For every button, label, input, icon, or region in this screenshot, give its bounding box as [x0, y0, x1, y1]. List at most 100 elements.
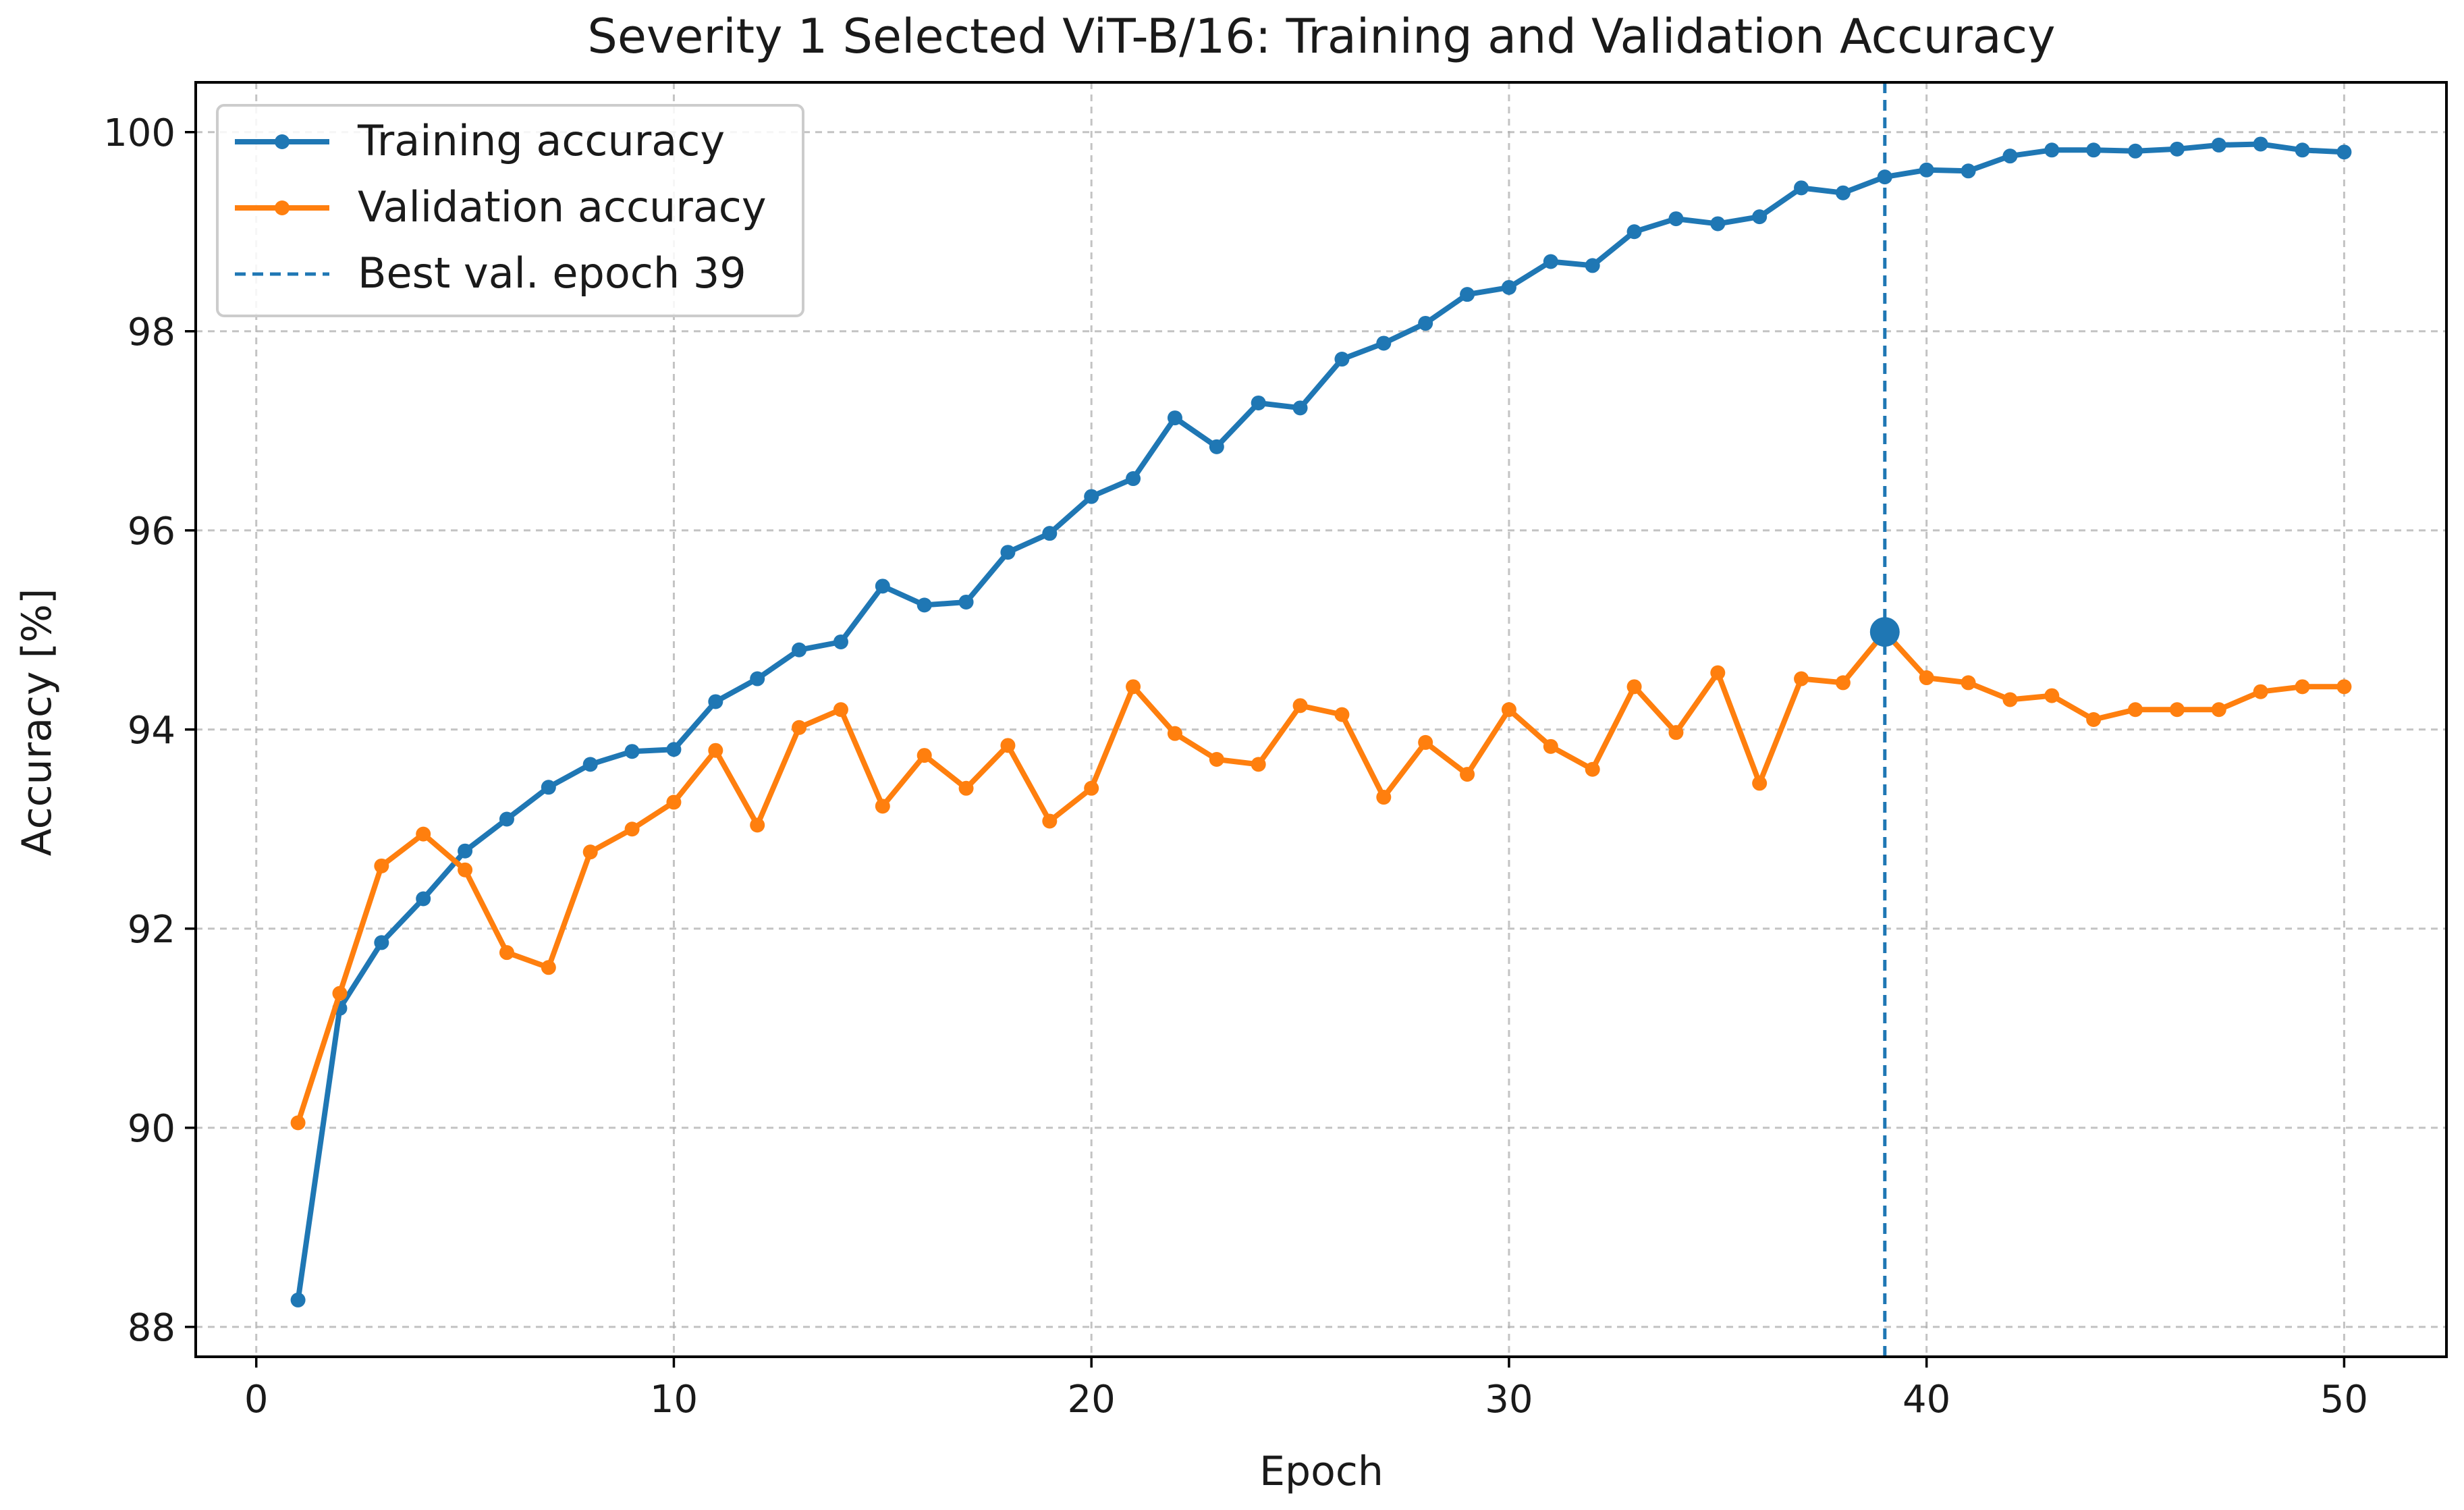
training-point-epoch-4 — [416, 891, 431, 907]
training-point-epoch-27 — [1376, 335, 1392, 351]
legend-marker-training — [275, 134, 290, 149]
training-point-epoch-20 — [1084, 489, 1099, 504]
training-point-epoch-46 — [2169, 141, 2185, 157]
best-epoch-marker-layer — [1869, 617, 1900, 647]
training-point-epoch-16 — [916, 597, 932, 613]
legend: Training accuracy Validation accuracy Be… — [216, 104, 804, 317]
validation-point-epoch-17 — [958, 780, 974, 796]
validation-point-epoch-12 — [750, 817, 765, 833]
validation-point-epoch-5 — [458, 862, 473, 878]
series-layer — [290, 136, 2352, 1307]
validation-point-epoch-45 — [2128, 702, 2143, 718]
validation-point-epoch-28 — [1418, 734, 1433, 750]
validation-point-epoch-50 — [2336, 679, 2352, 695]
validation-point-epoch-48 — [2253, 684, 2268, 699]
training-point-epoch-25 — [1292, 400, 1308, 416]
training-point-epoch-31 — [1543, 254, 1558, 269]
validation-point-epoch-2 — [332, 986, 348, 1001]
validation-point-epoch-35 — [1710, 665, 1726, 680]
validation-point-epoch-27 — [1376, 790, 1392, 805]
training-point-epoch-7 — [541, 780, 556, 795]
training-point-epoch-15 — [875, 578, 890, 594]
validation-point-epoch-10 — [666, 794, 682, 810]
training-point-epoch-42 — [2002, 149, 2018, 164]
validation-point-epoch-33 — [1626, 679, 1642, 695]
validation-point-epoch-4 — [416, 826, 431, 842]
validation-point-epoch-29 — [1460, 767, 1475, 782]
training-point-epoch-44 — [2086, 142, 2102, 158]
training-point-epoch-12 — [750, 671, 765, 686]
y-tick-label-94: 94 — [128, 709, 175, 753]
validation-point-epoch-46 — [2169, 702, 2185, 718]
validation-point-epoch-36 — [1752, 776, 1768, 791]
training-point-epoch-3 — [374, 935, 389, 950]
training-point-epoch-36 — [1752, 209, 1768, 225]
training-point-epoch-32 — [1585, 258, 1600, 273]
validation-point-epoch-32 — [1585, 761, 1600, 777]
validation-point-epoch-43 — [2044, 688, 2060, 703]
legend-label-validation: Validation accuracy — [358, 182, 767, 232]
training-point-epoch-37 — [1794, 180, 1809, 196]
y-tick-label-96: 96 — [128, 510, 175, 554]
validation-point-epoch-23 — [1209, 752, 1224, 767]
validation-point-epoch-14 — [833, 702, 848, 718]
validation-point-epoch-44 — [2086, 712, 2102, 727]
y-tick-label-88: 88 — [128, 1306, 175, 1350]
x-tick-label-40: 40 — [1902, 1378, 1950, 1422]
training-point-epoch-21 — [1126, 471, 1141, 487]
training-point-epoch-11 — [708, 694, 723, 709]
validation-point-epoch-9 — [624, 821, 640, 837]
validation-point-epoch-31 — [1543, 738, 1558, 754]
training-point-epoch-50 — [2336, 144, 2352, 160]
training-point-epoch-39 — [1877, 169, 1892, 185]
validation-point-epoch-19 — [1042, 813, 1058, 829]
training-point-epoch-38 — [1835, 185, 1851, 200]
training-point-epoch-1 — [290, 1292, 306, 1307]
validation-point-epoch-41 — [1961, 675, 1976, 691]
x-tick-label-20: 20 — [1068, 1378, 1116, 1422]
validation-point-epoch-26 — [1334, 707, 1350, 722]
x-axis-label: Epoch — [1259, 1448, 1384, 1495]
training-point-epoch-34 — [1668, 211, 1684, 227]
training-point-epoch-14 — [833, 634, 848, 649]
training-point-epoch-8 — [582, 757, 598, 772]
validation-point-epoch-16 — [916, 748, 932, 763]
training-point-epoch-6 — [499, 811, 514, 827]
training-point-epoch-48 — [2253, 136, 2268, 152]
training-point-epoch-45 — [2128, 143, 2143, 159]
x-tick-label-0: 0 — [244, 1378, 269, 1422]
training-point-epoch-9 — [624, 744, 640, 759]
training-point-epoch-10 — [666, 742, 682, 757]
training-point-epoch-33 — [1626, 224, 1642, 240]
y-tick-label-90: 90 — [128, 1107, 175, 1151]
validation-point-epoch-30 — [1501, 702, 1516, 718]
training-point-epoch-47 — [2211, 137, 2226, 153]
legend-box — [216, 104, 804, 317]
training-point-epoch-43 — [2044, 142, 2060, 158]
validation-point-epoch-15 — [875, 799, 890, 814]
best-epoch-marker — [1869, 617, 1900, 647]
validation-point-epoch-49 — [2295, 679, 2310, 695]
training-point-epoch-23 — [1209, 439, 1224, 454]
axis-ticks: 0 10 20 30 40 50 88 90 92 94 96 98 100 — [103, 111, 2368, 1422]
validation-point-epoch-40 — [1919, 670, 1934, 686]
x-tick-label-10: 10 — [650, 1378, 698, 1422]
validation-point-epoch-3 — [374, 858, 389, 873]
validation-point-epoch-20 — [1084, 780, 1099, 796]
validation-point-epoch-11 — [708, 743, 723, 758]
training-point-epoch-13 — [792, 642, 807, 657]
validation-point-epoch-42 — [2002, 692, 2018, 707]
training-point-epoch-18 — [1000, 545, 1016, 560]
validation-point-epoch-18 — [1000, 738, 1016, 753]
validation-point-epoch-8 — [582, 844, 598, 860]
y-tick-label-92: 92 — [128, 908, 175, 952]
training-point-epoch-24 — [1251, 395, 1266, 410]
x-tick-label-30: 30 — [1485, 1378, 1533, 1422]
validation-point-epoch-38 — [1835, 675, 1851, 691]
validation-point-epoch-37 — [1794, 671, 1809, 686]
training-point-epoch-26 — [1334, 352, 1350, 367]
training-point-epoch-30 — [1501, 279, 1516, 295]
validation-point-epoch-34 — [1668, 725, 1684, 740]
training-point-epoch-17 — [958, 594, 974, 610]
y-tick-label-98: 98 — [128, 311, 175, 354]
